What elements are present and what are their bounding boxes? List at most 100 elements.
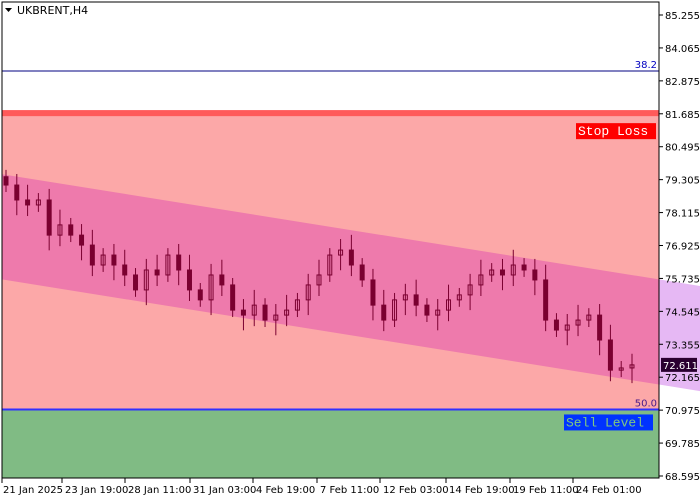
- candle-body: [618, 367, 624, 371]
- stop-loss-text: Stop Loss: [578, 124, 648, 139]
- candle-body: [219, 274, 225, 286]
- time-tick-label: 19 Feb 11:00: [513, 485, 579, 496]
- candle-body: [262, 304, 268, 321]
- candle-body: [230, 284, 236, 311]
- candle-body: [446, 299, 452, 311]
- time-tick-label: 24 Feb 01:00: [576, 485, 642, 496]
- candle-body: [294, 299, 300, 311]
- price-tick-label: 78.115: [665, 209, 700, 220]
- candle-body: [402, 294, 408, 301]
- candle-body: [284, 309, 290, 316]
- candle-body: [100, 254, 106, 266]
- price-tick-label: 74.545: [665, 307, 700, 318]
- candle-body: [68, 224, 74, 236]
- time-tick-label: 4 Feb 19:00: [256, 485, 315, 496]
- candle-body: [3, 176, 9, 186]
- candle-body: [89, 244, 95, 266]
- price-tick-label: 69.785: [665, 439, 700, 450]
- candle-body: [392, 299, 398, 321]
- candle-body: [553, 319, 559, 331]
- candle-body: [370, 279, 376, 306]
- candle-body: [25, 199, 31, 206]
- time-tick-label: 23 Jan 19:00: [65, 485, 128, 496]
- candle-body: [79, 234, 85, 246]
- candle-body: [35, 199, 41, 206]
- candle-body: [186, 269, 192, 291]
- candle-body: [273, 314, 279, 321]
- candle-body: [586, 314, 592, 321]
- price-axis[interactable]: 85.255 84.065 82.875 81.685 80.495 79.305 78.1…: [659, 11, 700, 483]
- sell-level-text: Sell Level: [566, 415, 644, 430]
- candle-body: [46, 199, 52, 236]
- candle-body: [111, 254, 117, 266]
- time-tick-label: 21 Jan 2025: [3, 485, 63, 496]
- price-tick-label: 80.495: [665, 143, 700, 154]
- candle-body: [543, 279, 549, 321]
- candle-body: [424, 304, 430, 316]
- price-tick-label: 75.735: [665, 274, 700, 285]
- price-tick-label: 81.685: [665, 110, 700, 121]
- candle-body: [467, 284, 473, 296]
- candle-body: [607, 339, 613, 371]
- time-tick-label: 7 Feb 11:00: [320, 485, 379, 496]
- price-tick-label: 72.165: [665, 373, 700, 384]
- price-tick-label: 70.975: [665, 406, 700, 417]
- candle-body: [521, 264, 527, 271]
- price-channel[interactable]: [2, 174, 659, 385]
- candle-body: [532, 269, 538, 281]
- stop-loss-line[interactable]: [2, 110, 659, 117]
- candle-body: [435, 309, 441, 316]
- candle-body: [143, 269, 149, 291]
- candle-body: [122, 264, 128, 276]
- candle-body: [327, 254, 333, 276]
- candle-body: [154, 269, 160, 276]
- time-tick-label: 31 Jan 03:00: [193, 485, 256, 496]
- candle-body: [489, 269, 495, 276]
- time-axis[interactable]: 21 Jan 2025 23 Jan 19:00 28 Jan 11:00 31 Ja…: [1, 478, 642, 496]
- candle-body: [629, 364, 635, 369]
- candles: [3, 169, 635, 384]
- candle-body: [316, 274, 322, 286]
- price-tick-label: 76.925: [665, 242, 700, 253]
- candle-body: [208, 274, 214, 301]
- current-price-badge: [661, 357, 697, 372]
- price-tick-label: 84.065: [665, 44, 700, 55]
- candle-body: [456, 294, 462, 301]
- current-price-label: 72.611: [663, 361, 698, 372]
- sell-zone: [2, 409, 659, 478]
- candle-body: [165, 254, 171, 276]
- candle-body: [510, 264, 516, 276]
- candle-body: [478, 274, 484, 286]
- candle-body: [133, 274, 139, 291]
- price-tick-label: 85.255: [665, 11, 700, 22]
- candle-body: [251, 304, 257, 316]
- candle-body: [499, 269, 505, 276]
- time-tick-label: 12 Feb 03:00: [383, 485, 449, 496]
- candle-body: [305, 284, 311, 301]
- price-tick-label: 68.595: [665, 472, 700, 483]
- candle-body: [564, 324, 570, 331]
- candle-body: [348, 249, 354, 266]
- triangle-down-icon[interactable]: [5, 8, 12, 12]
- price-tick-label: 82.875: [665, 77, 700, 88]
- time-tick-label: 28 Jan 11:00: [128, 485, 191, 496]
- candle-body: [381, 304, 387, 321]
- candle-body: [14, 184, 20, 201]
- stop-loss-badge: [576, 123, 656, 140]
- candle-body: [575, 319, 581, 326]
- candle-body: [197, 289, 203, 301]
- fib-38-2-label: 38.2: [635, 60, 657, 71]
- candle-body: [359, 264, 365, 281]
- price-tick-label: 73.355: [665, 340, 700, 351]
- price-tick-label: 79.305: [665, 176, 700, 187]
- candle-body: [413, 294, 419, 306]
- candle-body: [240, 309, 246, 316]
- candle-body: [597, 314, 603, 341]
- sell-level-badge: [564, 414, 653, 431]
- chart-title: UKBRENT,H4: [17, 4, 88, 17]
- fib-50-label: 50.0: [635, 398, 657, 409]
- candle-body: [176, 254, 182, 271]
- candle-body: [57, 224, 63, 236]
- time-tick-label: 14 Feb 19:00: [449, 485, 515, 496]
